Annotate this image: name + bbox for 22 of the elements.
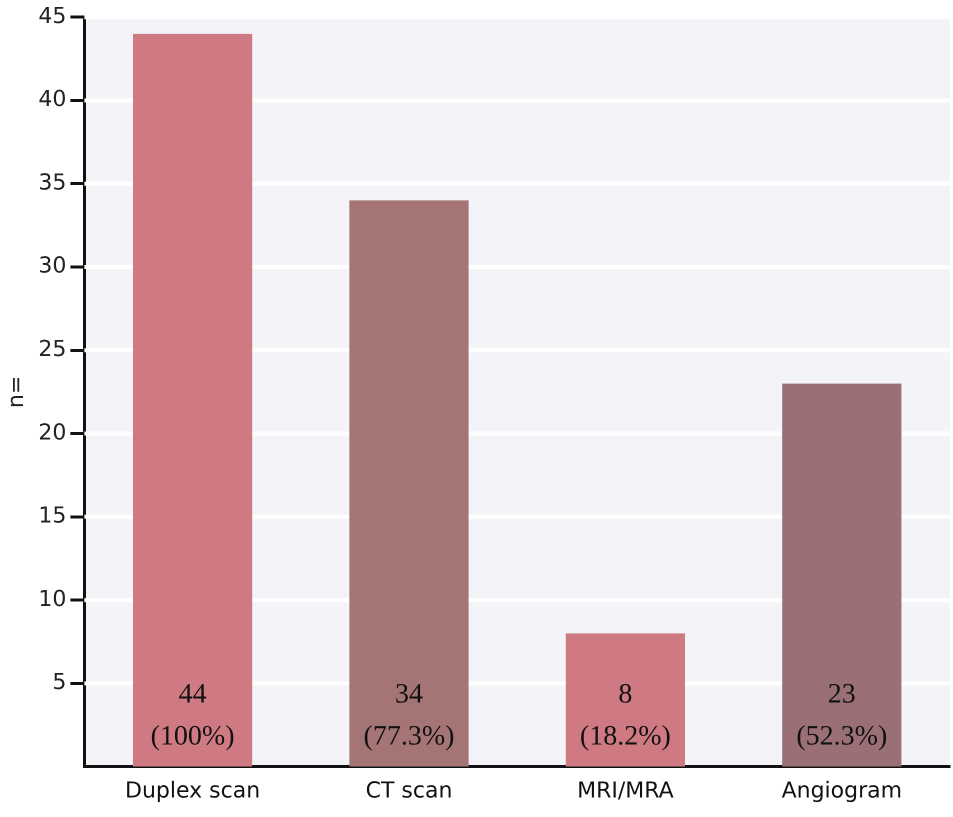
data-label: 44 (100%)	[150, 678, 235, 752]
data-label: 34 (77.3%)	[364, 678, 454, 752]
y-tick-label: 45	[38, 4, 66, 29]
bar	[782, 384, 902, 767]
x-tick-label: Duplex scan	[125, 778, 260, 804]
y-tick-label: 5	[52, 670, 66, 696]
y-tick-label: 25	[38, 336, 66, 362]
bar	[349, 200, 469, 767]
x-tick-label: CT scan	[366, 778, 452, 804]
data-label: 8 (18.2%)	[580, 678, 671, 752]
x-tick-label: Angiogram	[782, 778, 902, 804]
y-tick-label: 20	[38, 420, 66, 446]
y-tick-label: 10	[38, 586, 66, 612]
x-tick-label: MRI/MRA	[577, 778, 674, 804]
y-tick-label: 40	[38, 87, 66, 112]
y-tick-label: 15	[38, 504, 66, 529]
bar	[566, 633, 686, 767]
data-label: 23 (52.3%)	[796, 678, 888, 752]
y-axis-title: n=	[4, 376, 29, 408]
bar	[132, 34, 252, 767]
y-tick-label: 30	[38, 254, 66, 279]
y-tick-label: 35	[38, 170, 66, 196]
